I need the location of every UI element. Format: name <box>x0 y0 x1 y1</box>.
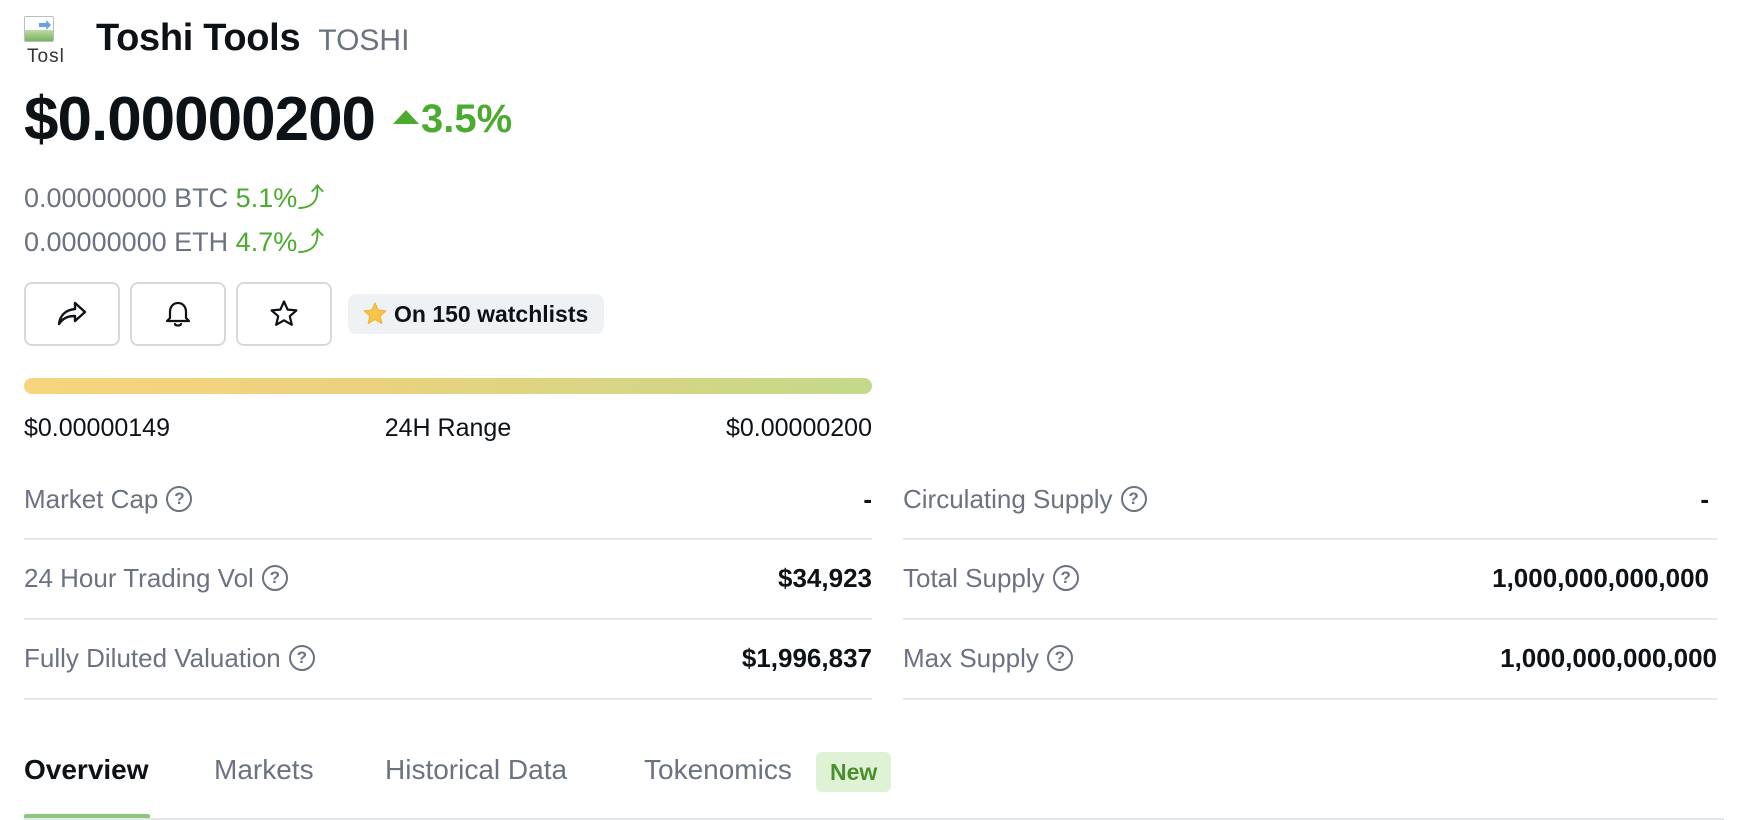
price-change-24h: 3.5% <box>393 97 512 142</box>
stat-market-cap: Market Cap? - <box>24 462 872 540</box>
tab-tokenomics[interactable]: Tokenomics <box>644 754 792 785</box>
price-btc-value: 0.00000000 BTC <box>24 183 229 213</box>
24h-range-bar <box>24 378 872 394</box>
coin-header: Tosl Toshi Tools TOSHI <box>24 12 409 64</box>
caret-up-icon <box>393 109 420 124</box>
stat-value: $34,923 <box>778 562 872 593</box>
stat-label: Total Supply <box>903 562 1045 593</box>
stat-label: Fully Diluted Valuation <box>24 642 281 673</box>
stat-value: - <box>1700 483 1709 514</box>
active-tab-indicator <box>24 814 150 819</box>
bell-icon <box>165 301 191 327</box>
help-icon[interactable]: ? <box>166 486 193 512</box>
tab-markets[interactable]: Markets <box>214 754 314 785</box>
range-high: $0.00000200 <box>726 414 872 442</box>
stat-value: 1,000,000,000,000 <box>1500 642 1717 673</box>
coin-symbol: TOSHI <box>318 24 410 57</box>
watchlist-count-text: On 150 watchlists <box>394 300 589 327</box>
help-icon[interactable]: ? <box>288 645 315 671</box>
price-eth-change: 4.7%⤴ <box>235 227 325 257</box>
stat-label: 24 Hour Trading Vol <box>24 562 254 593</box>
stat-value: - <box>863 483 872 514</box>
stat-label: Market Cap <box>24 483 159 514</box>
watchlist-count-badge: On 150 watchlists <box>348 294 605 334</box>
stat-label: Max Supply <box>903 642 1039 673</box>
coin-logo-alt: Tosl <box>27 46 65 62</box>
24h-range-labels: $0.00000149 24H Range $0.00000200 <box>24 414 872 443</box>
stat-fully-diluted-valuation: Fully Diluted Valuation? $1,996,837 <box>24 620 872 700</box>
stats-left: Market Cap? - 24 Hour Trading Vol? $34,9… <box>24 462 872 700</box>
tabs-divider <box>24 818 1724 820</box>
price-change-value: 3.5% <box>421 97 513 141</box>
stat-max-supply: Max Supply? 1,000,000,000,000 <box>903 620 1717 700</box>
stat-trading-volume: 24 Hour Trading Vol? $34,923 <box>24 540 872 620</box>
coin-name: Toshi Tools <box>96 16 301 59</box>
price-usd: $0.00000200 <box>24 85 376 154</box>
tab-historical-data[interactable]: Historical Data <box>385 754 568 785</box>
new-badge: New <box>816 752 892 792</box>
star-icon <box>270 300 298 326</box>
range-label: 24H Range <box>384 414 512 442</box>
section-tabs: Overview Markets Historical Data Tokenom… <box>0 742 1748 820</box>
price-btc: 0.00000000 BTC 5.1%⤴ <box>24 176 324 215</box>
broken-image-icon <box>24 16 54 42</box>
tab-overview[interactable]: Overview <box>24 754 149 785</box>
stat-total-supply: Total Supply? 1,000,000,000,000 <box>903 540 1717 620</box>
price-alert-button[interactable] <box>130 282 226 346</box>
share-button[interactable] <box>24 282 120 346</box>
price-eth: 0.00000000 ETH 4.7%⤴ <box>24 220 324 259</box>
help-icon[interactable]: ? <box>1052 565 1079 591</box>
help-icon[interactable]: ? <box>261 565 288 591</box>
coin-logo: Tosl <box>24 14 72 62</box>
share-icon <box>57 301 87 326</box>
star-filled-icon <box>363 302 387 325</box>
stat-value: $1,996,837 <box>741 642 872 673</box>
price-eth-value: 0.00000000 ETH <box>24 227 229 257</box>
arrow-up-icon: ⤴ <box>297 227 325 257</box>
add-to-watchlist-button[interactable] <box>236 282 332 346</box>
stats-right: Circulating Supply? - Total Supply? 1,00… <box>903 462 1717 700</box>
stat-value: 1,000,000,000,000 <box>1492 562 1709 593</box>
arrow-up-icon: ⤴ <box>297 183 325 213</box>
stat-circulating-supply: Circulating Supply? - <box>903 462 1717 540</box>
stat-label: Circulating Supply <box>903 483 1113 514</box>
price-btc-change: 5.1%⤴ <box>235 183 325 213</box>
action-bar: On 150 watchlists <box>24 282 605 346</box>
help-icon[interactable]: ? <box>1120 486 1147 512</box>
price-row: $0.00000200 3.5% <box>24 84 512 155</box>
range-low: $0.00000149 <box>24 414 170 442</box>
help-icon[interactable]: ? <box>1046 645 1073 671</box>
